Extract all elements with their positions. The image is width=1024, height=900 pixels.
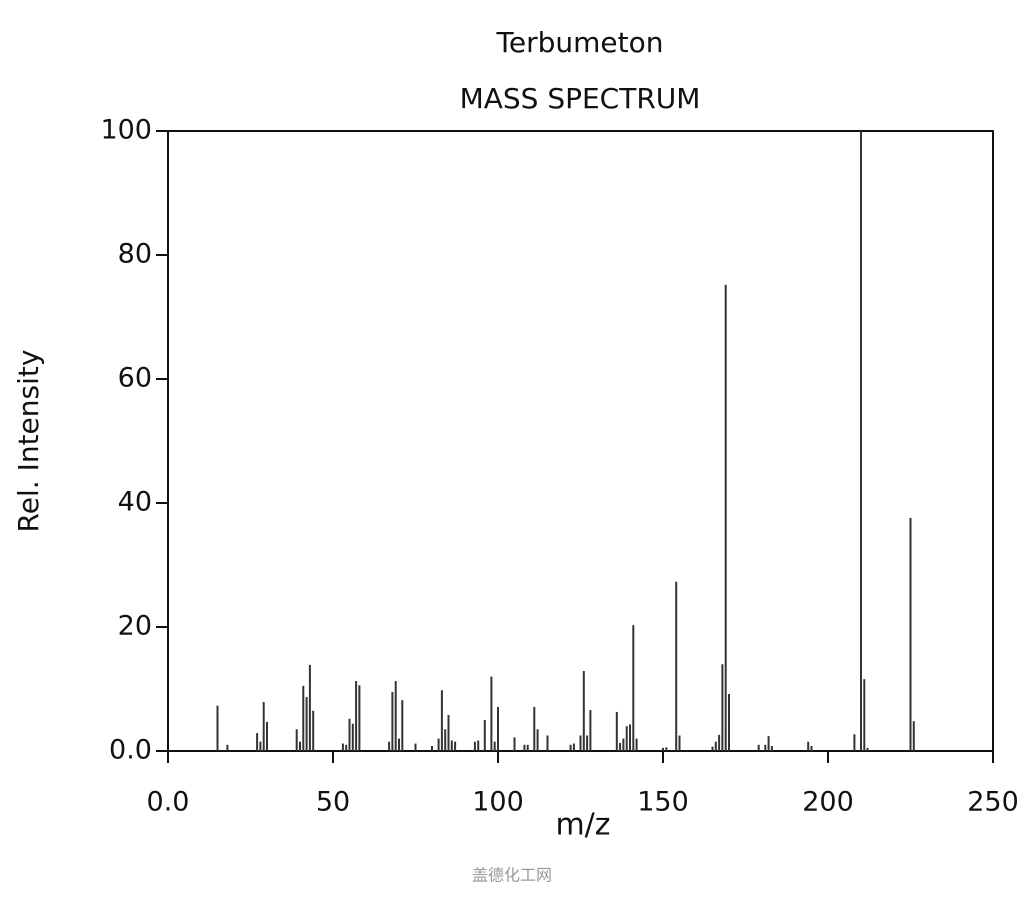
x-tick-label: 250 bbox=[967, 787, 1019, 818]
y-tick-label: 40 bbox=[118, 487, 152, 518]
chart-title: Terbumeton bbox=[496, 26, 664, 59]
x-tick-label: 150 bbox=[637, 787, 689, 818]
plot-frame bbox=[167, 130, 994, 752]
y-tick-label: 20 bbox=[118, 611, 152, 642]
y-tick-label: 60 bbox=[118, 363, 152, 394]
y-tick-label: 100 bbox=[100, 115, 152, 146]
y-tick-label: 0.0 bbox=[109, 735, 152, 766]
x-tick-label: 200 bbox=[802, 787, 854, 818]
x-tick-label: 50 bbox=[316, 787, 350, 818]
x-tick-label: 100 bbox=[472, 787, 524, 818]
watermark: 盖德化工网 bbox=[472, 866, 552, 885]
y-axis-label: Rel. Intensity bbox=[12, 350, 45, 533]
x-axis-label: m/z bbox=[555, 808, 610, 843]
x-tick-label: 0.0 bbox=[147, 787, 190, 818]
y-tick-label: 80 bbox=[118, 239, 152, 270]
chart-subtitle: MASS SPECTRUM bbox=[460, 82, 701, 115]
